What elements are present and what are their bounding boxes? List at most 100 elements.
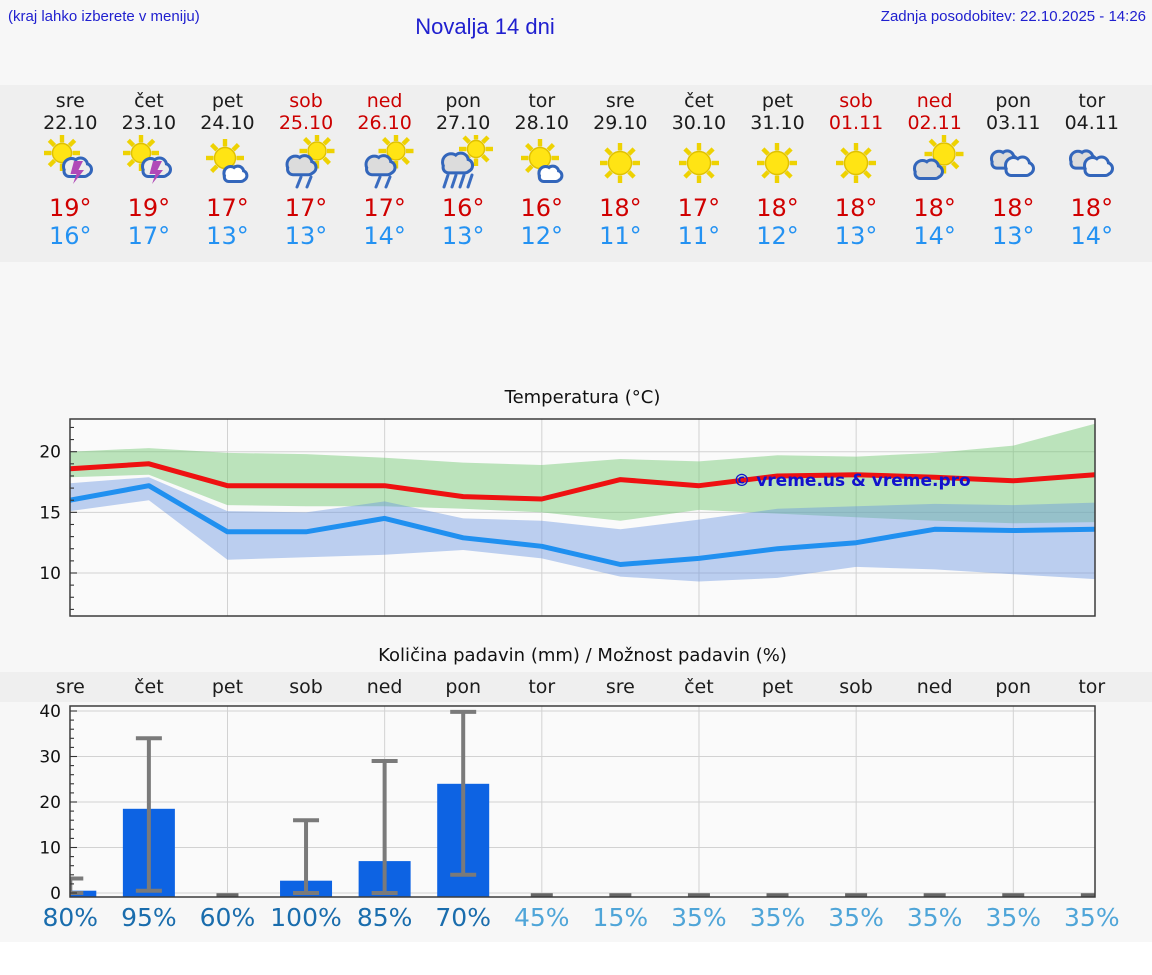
sun-thunder-icon	[110, 135, 189, 193]
precip-ytick-label: 40	[39, 702, 61, 722]
day-date-label: 29.10	[593, 112, 648, 134]
day-name-label: pet	[211, 90, 244, 112]
day-date-label: 03.11	[986, 112, 1041, 134]
low-temp-label: 17°	[127, 222, 171, 250]
precip-day-label: sob	[839, 676, 873, 698]
forecast-day-column: sob 25.10 17° 13°	[267, 85, 346, 250]
day-date-label: 31.10	[750, 112, 805, 134]
low-temp-label: 13°	[441, 222, 485, 250]
temp-ytick-label: 20	[39, 443, 61, 463]
precip-day-label: sre	[55, 676, 85, 698]
sun-cloud-icon-svg	[912, 135, 964, 180]
high-temp-label: 19°	[127, 194, 171, 222]
high-temp-label: 18°	[1070, 194, 1114, 222]
day-name-label: čet	[684, 90, 714, 112]
page-bottom-spacer	[0, 942, 1152, 975]
day-name-label: pet	[761, 90, 794, 112]
sun-small-cloud-icon	[188, 135, 267, 193]
day-name-label: sre	[605, 90, 635, 112]
sun-icon-svg	[836, 143, 877, 183]
day-name-label: sob	[839, 90, 873, 112]
rain-icon-svg	[364, 135, 414, 189]
precip-day-label: tor	[1078, 676, 1106, 698]
low-temp-label: 13°	[284, 222, 328, 250]
sun-icon	[817, 135, 896, 193]
temp-min-range-band	[70, 477, 1095, 582]
precip-day-label: čet	[684, 676, 714, 698]
page-title: Novalja 14 dni	[415, 14, 555, 39]
sun-thunder-icon	[31, 135, 110, 193]
day-name-label: sob	[289, 90, 323, 112]
temperature-chart-title: Temperatura (°C)	[504, 387, 661, 408]
high-temp-label: 17°	[363, 194, 406, 222]
probability-columns: 80% 95% 60% 100% 85% 70% 45% 15% 35% 35% 35% 35% 35%…	[31, 903, 1131, 932]
precip-probability-label: 35%	[749, 903, 806, 932]
cloudy-icon	[974, 135, 1053, 193]
precip-whisker	[293, 818, 320, 895]
low-temp-label: 13°	[206, 222, 249, 250]
precip-ytick-label: 30	[39, 748, 61, 768]
temp-ytick-label: 10	[39, 564, 61, 584]
low-temp-label: 14°	[913, 222, 956, 250]
high-temp-label: 19°	[49, 194, 92, 222]
day-name-label: sre	[55, 90, 85, 112]
high-temp-label: 16°	[441, 194, 485, 222]
precip-day-label: ned	[366, 676, 403, 698]
cloudy-icon-svg	[990, 149, 1036, 177]
cloudy-icon-svg	[1068, 149, 1114, 177]
precip-ytick-label: 0	[50, 884, 61, 904]
high-temp-label: 18°	[991, 194, 1035, 222]
day-date-label: 27.10	[435, 112, 491, 134]
day-name-label: pon	[445, 90, 482, 112]
heavy-rain-icon	[424, 135, 503, 193]
low-temp-label: 12°	[756, 222, 799, 250]
precip-day-label: pet	[211, 676, 244, 698]
precip-probability-label: 80%	[42, 903, 99, 932]
watermark: © vreme.us & vreme.pro	[733, 471, 970, 491]
precip-probability-label: 70%	[435, 903, 491, 932]
forecast-strip: sre 22.10 19° 16° čet 23.10 19° 17° pet 24.10 17° 1…	[0, 85, 1152, 262]
precip-day-label: pon	[445, 676, 482, 698]
day-date-label: 04.11	[1064, 112, 1119, 134]
precip-probability-label: 85%	[356, 903, 413, 932]
precip-day-label: pon	[995, 676, 1032, 698]
forecast-day-column: pon 27.10 16° 13°	[424, 85, 503, 250]
precip-whisker	[450, 709, 477, 877]
day-date-label: 26.10	[357, 112, 412, 134]
precip-probability-label: 35%	[906, 903, 963, 932]
sun-icon-svg	[678, 143, 719, 183]
low-temp-label: 16°	[49, 222, 92, 250]
low-temp-label: 13°	[991, 222, 1035, 250]
forecast-day-column: čet 23.10 19° 17°	[110, 85, 189, 250]
precip-day-label: ned	[916, 676, 953, 698]
forecast-columns: sre 22.10 19° 16° čet 23.10 19° 17° pet 24.10 17° 1…	[31, 85, 1131, 250]
cloudy-icon	[1053, 135, 1132, 193]
precip-chart-title: Količina padavin (mm) / Možnost padavin …	[378, 645, 787, 666]
sun-icon	[738, 135, 817, 193]
rain-icon	[267, 135, 346, 193]
sun-icon-svg	[600, 143, 641, 183]
low-temp-label: 12°	[520, 222, 564, 250]
precip-day-strip: sre čet pet sob ned pon tor sre čet pet sob ned pon t…	[0, 672, 1152, 702]
heavy-rain-icon-svg	[441, 135, 494, 189]
temp-min-line	[70, 483, 1095, 567]
precip-whisker	[135, 736, 162, 893]
rain-icon-svg	[285, 135, 335, 189]
low-temp-label: 14°	[1070, 222, 1114, 250]
day-date-label: 30.10	[671, 112, 727, 134]
high-temp-label: 16°	[520, 194, 564, 222]
precip-day-label: sre	[605, 676, 635, 698]
sun-icon-svg	[757, 143, 798, 183]
precip-day-label: sob	[289, 676, 323, 698]
precip-probability-label: 100%	[270, 903, 342, 932]
precip-probability-label: 60%	[199, 903, 256, 932]
high-temp-label: 18°	[599, 194, 642, 222]
sun-cloud-icon	[895, 135, 974, 193]
forecast-day-column: sob 01.11 18° 13°	[817, 85, 896, 250]
precip-whisker	[371, 759, 398, 895]
forecast-day-column: ned 26.10 17° 14°	[345, 85, 424, 250]
day-name-label: tor	[528, 90, 556, 112]
